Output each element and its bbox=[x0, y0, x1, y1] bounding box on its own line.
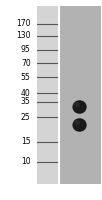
Text: 170: 170 bbox=[16, 20, 31, 28]
Ellipse shape bbox=[74, 102, 80, 107]
Text: 130: 130 bbox=[16, 31, 31, 40]
Text: 55: 55 bbox=[21, 72, 31, 82]
Text: 15: 15 bbox=[21, 138, 31, 146]
Text: 25: 25 bbox=[21, 112, 31, 121]
Text: 95: 95 bbox=[21, 46, 31, 54]
Bar bbox=[37, 6, 58, 184]
Text: 70: 70 bbox=[21, 58, 31, 68]
Text: 10: 10 bbox=[21, 158, 31, 166]
Text: 40: 40 bbox=[21, 88, 31, 98]
Text: 35: 35 bbox=[21, 98, 31, 106]
Ellipse shape bbox=[72, 100, 87, 114]
Bar bbox=[60, 6, 101, 184]
Ellipse shape bbox=[72, 118, 87, 132]
Ellipse shape bbox=[74, 120, 80, 125]
